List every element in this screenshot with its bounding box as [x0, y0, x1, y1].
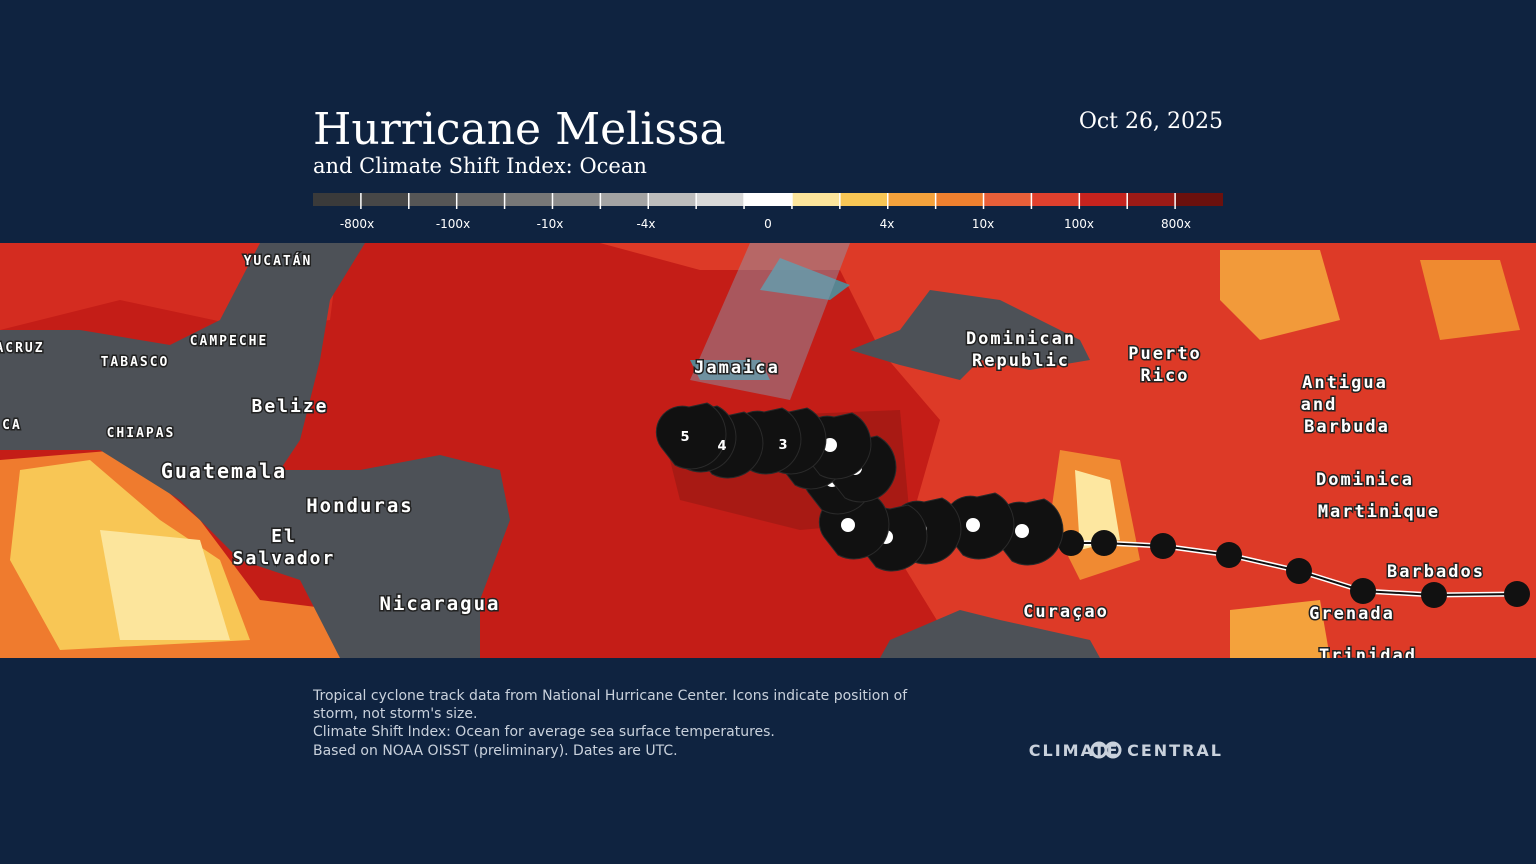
- place-label: Rico: [1141, 366, 1190, 386]
- warm-patch: [100, 530, 230, 640]
- legend: -800x -100x -10x -4x 0 4x 10x 100x 800x: [313, 193, 1223, 231]
- footnote: Based on NOAA OISST (preliminary). Dates…: [313, 743, 678, 759]
- storm-eye: [823, 438, 837, 452]
- legend-swatch: [791, 193, 840, 206]
- track-point: [1150, 533, 1176, 559]
- track-point: [1421, 582, 1447, 608]
- legend-swatch: [1079, 193, 1128, 206]
- place-label: Trinidad: [1319, 646, 1417, 666]
- legend-swatch: [696, 193, 745, 206]
- legend-label: 800x: [1161, 217, 1191, 231]
- legend-label: 4x: [880, 217, 895, 231]
- place-label: Honduras: [306, 495, 414, 517]
- place-label: Antigua: [1302, 373, 1388, 393]
- legend-swatch: [839, 193, 888, 206]
- subtitle: and Climate Shift Index: Ocean: [313, 154, 647, 178]
- place-label: Grenada: [1309, 604, 1395, 624]
- legend-swatch: [935, 193, 984, 206]
- legend-swatch: [648, 193, 697, 206]
- cone: [690, 243, 850, 400]
- place-label: CHIAPAS: [107, 426, 176, 441]
- place-label: CAMPECHE: [190, 334, 269, 349]
- place-label: Dominican: [966, 329, 1076, 349]
- legend-label: 10x: [972, 217, 994, 231]
- place-label: TABASCO: [101, 355, 170, 370]
- footnote: Tropical cyclone track data from Nationa…: [312, 688, 908, 704]
- track-point: [1091, 530, 1117, 556]
- place-label: YUCATÁN: [244, 253, 313, 269]
- storm-eye: [841, 518, 855, 532]
- place-label: Barbados: [1387, 562, 1485, 582]
- legend-label: -100x: [436, 217, 470, 231]
- place-label: Puerto: [1128, 344, 1201, 364]
- legend-label: 100x: [1064, 217, 1094, 231]
- place-label: Republic: [972, 351, 1070, 371]
- legend-swatch: [1175, 193, 1223, 206]
- place-label: Guatemala: [161, 459, 287, 483]
- warm-patch: [1230, 600, 1330, 658]
- legend-swatch: [552, 193, 601, 206]
- place-label: Curaçao: [1023, 602, 1109, 622]
- place-label: Martinique: [1318, 502, 1440, 522]
- legend-swatch: [504, 193, 553, 206]
- storm-category: 4: [717, 439, 726, 454]
- legend-swatch: [360, 193, 409, 206]
- place-label: Belize: [251, 396, 328, 417]
- legend-label: -800x: [340, 217, 374, 231]
- track-point: [1058, 530, 1084, 556]
- place-label: El: [271, 526, 297, 547]
- warm-patch: [1075, 470, 1120, 550]
- track: 5 4 3: [655, 402, 1530, 608]
- place-label: ACRUZ: [0, 341, 45, 356]
- place-label: Nicaragua: [380, 593, 501, 615]
- logo-icon: [1104, 741, 1122, 759]
- storm-icon: [655, 402, 727, 470]
- logo: CLIMATE CENTRAL: [1029, 741, 1223, 760]
- title: Hurricane Melissa: [313, 104, 726, 155]
- track-point: [1504, 581, 1530, 607]
- warm-patch: [600, 243, 1536, 658]
- place-label: CA: [2, 418, 22, 433]
- storm-eye: [1015, 524, 1029, 538]
- place-label: Dominica: [1316, 470, 1414, 490]
- map-labels: YUCATÁN CAMPECHE TABASCO ACRUZ CHIAPAS CA Beli…: [0, 252, 1485, 666]
- date: Oct 26, 2025: [1079, 109, 1223, 134]
- land: [760, 258, 850, 300]
- legend-label: 0: [764, 217, 772, 231]
- land: [690, 360, 770, 380]
- storm-eye: [966, 518, 980, 532]
- legend-swatch: [600, 193, 649, 206]
- warm-patch: [1220, 250, 1340, 340]
- legend-swatch: [1031, 193, 1080, 206]
- place-label: Salvador: [233, 548, 336, 569]
- map: 5 4 3 YUCATÁN CAMPECHE TABASCO ACRUZ CHIAPAS CA…: [0, 243, 1536, 666]
- place-label: Jamaica: [694, 358, 780, 378]
- legend-label: -10x: [537, 217, 564, 231]
- track-point: [1350, 578, 1376, 604]
- track-point: [1216, 542, 1242, 568]
- logo-text: CLIMATE CENTRAL: [1029, 741, 1223, 760]
- legend-swatch: [456, 193, 505, 206]
- footnotes: Tropical cyclone track data from Nationa…: [312, 688, 908, 759]
- land: [880, 610, 1100, 658]
- legend-swatch: [744, 193, 792, 206]
- land: [850, 290, 1090, 380]
- place-label: Barbuda: [1304, 417, 1390, 437]
- storm-category: 5: [680, 430, 689, 445]
- legend-label: -4x: [636, 217, 655, 231]
- footnote: storm, not storm's size.: [313, 706, 477, 722]
- footnote: Climate Shift Index: Ocean for average s…: [313, 724, 775, 740]
- storm-category: 3: [778, 438, 787, 453]
- legend-swatch: [983, 193, 1032, 206]
- place-label: and: [1301, 395, 1338, 415]
- legend-swatch: [1127, 193, 1176, 206]
- legend-swatch: [887, 193, 936, 206]
- track-point: [1286, 558, 1312, 584]
- legend-swatch: [313, 193, 361, 206]
- land: [0, 243, 510, 658]
- legend-swatch: [408, 193, 457, 206]
- warm-patch: [1420, 260, 1520, 340]
